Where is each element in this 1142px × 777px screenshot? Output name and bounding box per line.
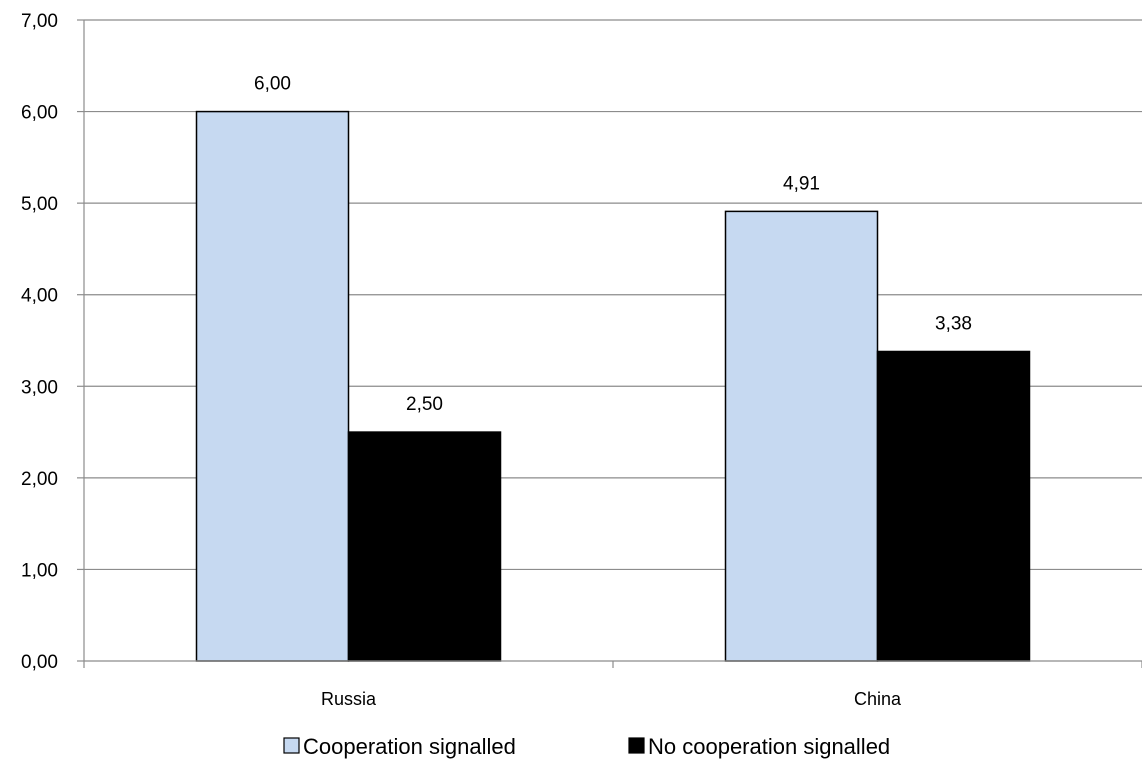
y-tick-label: 7,00 <box>21 11 58 32</box>
x-category-label: China <box>854 689 902 709</box>
y-tick-label: 6,00 <box>21 103 58 124</box>
y-tick-label: 2,00 <box>21 469 58 490</box>
data-label: 2,50 <box>406 394 443 415</box>
y-tick-label: 1,00 <box>21 560 58 581</box>
legend-label: No cooperation signalled <box>648 734 890 759</box>
legend: Cooperation signalled No cooperation sign… <box>283 734 890 759</box>
bar <box>195 110 350 662</box>
y-tick-label: 4,00 <box>21 286 58 307</box>
axes <box>77 19 1142 668</box>
legend-swatch <box>628 737 645 754</box>
bars <box>195 110 1031 662</box>
labels: 0,00 1,00 2,00 3,00 4,00 5,00 6,00 7,00 6,00 2,50… <box>21 11 972 709</box>
y-tick-label: 0,00 <box>21 652 58 673</box>
bar <box>347 431 502 662</box>
legend-swatch <box>283 737 300 754</box>
y-tick-label: 5,00 <box>21 194 58 215</box>
data-label: 3,38 <box>935 313 972 334</box>
x-category-label: Russia <box>321 689 377 709</box>
data-label: 4,91 <box>783 173 820 194</box>
legend-label: Cooperation signalled <box>303 734 516 759</box>
bar <box>876 350 1031 662</box>
y-tick-label: 3,00 <box>21 377 58 398</box>
data-label: 6,00 <box>254 74 291 95</box>
bar <box>724 210 879 662</box>
